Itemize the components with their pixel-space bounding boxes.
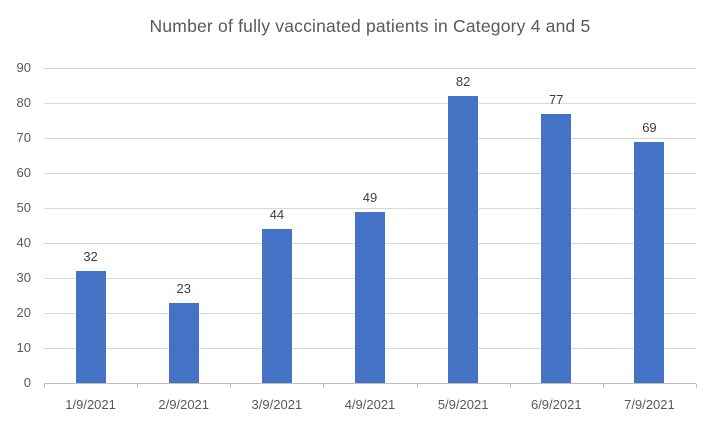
gridline	[44, 138, 696, 139]
bar	[448, 96, 479, 383]
bar-data-label: 44	[269, 207, 285, 222]
bar-data-label: 69	[642, 119, 657, 135]
x-axis-tick-label: 3/9/2021	[251, 397, 303, 412]
bar-data-label: 23	[176, 280, 191, 296]
y-axis-tick-label: 30	[16, 270, 31, 285]
x-axis-tick-label: 2/9/2021	[158, 397, 210, 412]
x-axis-line	[44, 383, 696, 384]
x-axis-tick	[230, 384, 232, 388]
x-axis-tick-label: 6/9/2021	[530, 397, 582, 412]
x-axis-tick	[602, 384, 604, 388]
y-axis-tick-label: 90	[16, 60, 31, 75]
y-axis-tick-label: 40	[16, 235, 31, 250]
x-axis-tick	[44, 384, 45, 388]
bar-data-label: 32	[83, 249, 98, 264]
gridline	[44, 68, 696, 69]
bar	[261, 229, 292, 383]
bar	[168, 302, 199, 383]
x-axis-tick	[323, 384, 325, 388]
gridline	[44, 208, 696, 209]
x-axis-tick	[137, 384, 139, 388]
bar-data-label: 49	[362, 189, 378, 205]
x-axis-tick	[509, 384, 511, 388]
x-axis-tick	[696, 384, 697, 388]
x-axis-tick-label: 4/9/2021	[344, 397, 396, 412]
y-axis-tick-label: 60	[16, 165, 31, 180]
y-axis-tick-label: 80	[16, 95, 31, 110]
bar-data-label: 82	[455, 74, 471, 89]
bar-data-label: 77	[549, 91, 564, 107]
y-axis-tick-label: 70	[16, 130, 31, 145]
x-axis-tick-label: 7/9/2021	[624, 397, 675, 412]
x-axis-tick	[416, 384, 418, 388]
bar	[634, 141, 665, 383]
x-axis-tick-label: 5/9/2021	[437, 397, 489, 412]
y-axis-tick-label: 50	[16, 200, 31, 215]
x-axis-tick-label: 1/9/2021	[65, 397, 116, 412]
bar	[355, 211, 385, 383]
chart-title: Number of fully vaccinated patients in C…	[149, 16, 591, 36]
gridline	[44, 103, 696, 104]
bar	[75, 271, 106, 383]
bar	[541, 113, 572, 383]
y-axis-tick-label: 0	[23, 375, 31, 390]
gridline	[44, 173, 696, 174]
y-axis-tick-label: 10	[16, 340, 31, 355]
y-axis-tick-label: 20	[16, 305, 31, 320]
